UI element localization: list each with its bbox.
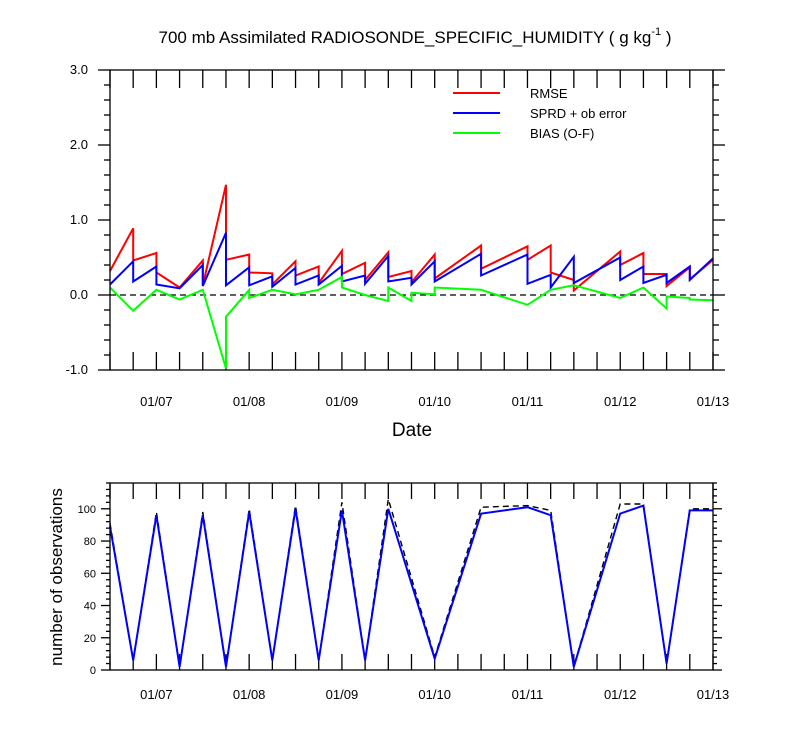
bottom-chart-frame [109,482,714,671]
y-tick-label: 0.0 [70,287,88,302]
y-tick-label: 100 [78,504,96,516]
top-chart-series [109,184,714,369]
y-tick-label: 80 [84,536,96,548]
bottom-chart: 01/07 01/08 01/09 01/10 01/11 01/12 01/13 0 20 40… [47,482,730,702]
legend-label: SPRD + ob error [530,106,627,121]
series-line-assimilated-observations [109,504,713,668]
legend-label: RMSE [530,86,568,101]
y-tick-label: 20 [84,633,96,645]
series-line-rmse [109,184,714,293]
x-tick-label: 01/08 [233,394,266,409]
bottom-chart-series [109,498,713,668]
top-chart-title-main: 700 mb Assimilated RADIOSONDE_SPECIFIC_H… [159,28,652,47]
y-tick-label: -1.0 [66,362,88,377]
top-chart-title-close: ) [661,28,671,47]
top-chart-frame [109,69,714,371]
series-line-sprd-ob-error [109,232,714,291]
x-tick-label: 01/12 [604,394,637,409]
x-tick-label: 01/07 [140,687,173,702]
top-chart-xlabel: Date [392,420,432,441]
x-tick-label: 01/12 [604,687,637,702]
top-chart-title: 700 mb Assimilated RADIOSONDE_SPECIFIC_H… [159,26,672,47]
top-chart-axes: 01/07 01/08 01/09 01/10 01/11 01/12 01/13 -1.0 0… [66,62,730,409]
top-chart: 700 mb Assimilated RADIOSONDE_SPECIFIC_H… [66,26,730,441]
x-tick-label: 01/07 [140,394,173,409]
y-tick-label: 1.0 [70,212,88,227]
y-tick-label: 40 [84,601,96,613]
x-tick-label: 01/09 [326,394,359,409]
top-chart-legend: RMSE SPRD + ob error BIAS (O-F) [453,86,627,141]
top-chart-title-sup: -1 [651,26,661,38]
legend-label: BIAS (O-F) [530,126,594,141]
bottom-chart-axes: 01/07 01/08 01/09 01/10 01/11 01/12 01/13 0 20 40… [78,482,730,702]
x-tick-label: 01/09 [326,687,359,702]
x-tick-label: 01/11 [512,687,544,702]
y-tick-label: 2.0 [70,137,88,152]
series-line-bias-o-f [109,275,714,369]
x-tick-label: 01/10 [418,394,451,409]
x-tick-label: 01/13 [697,394,730,409]
x-tick-label: 01/13 [697,687,730,702]
bottom-chart-ylabel: number of observations [47,488,66,666]
x-tick-label: 01/10 [418,687,451,702]
x-tick-label: 01/08 [233,687,266,702]
y-tick-label: 60 [84,568,96,580]
y-tick-label: 3.0 [70,62,88,77]
x-tick-label: 01/11 [512,394,544,409]
y-tick-label: 0 [90,665,96,677]
